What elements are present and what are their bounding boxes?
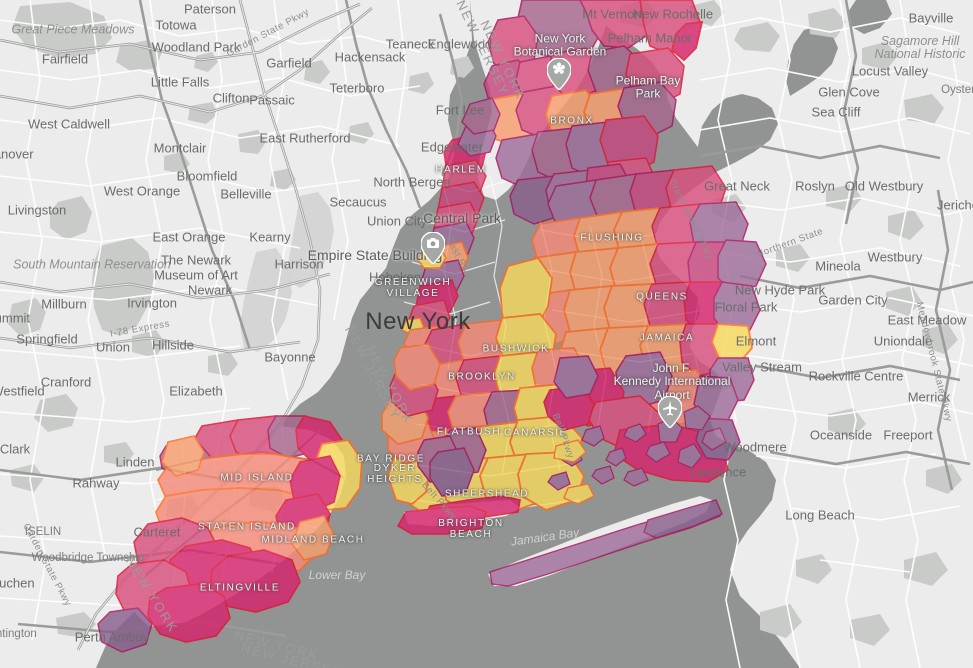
basemap-layer (0, 0, 973, 668)
map-canvas[interactable]: Paterson Totowa Woodland Park Fairfield Litt… (0, 0, 973, 668)
